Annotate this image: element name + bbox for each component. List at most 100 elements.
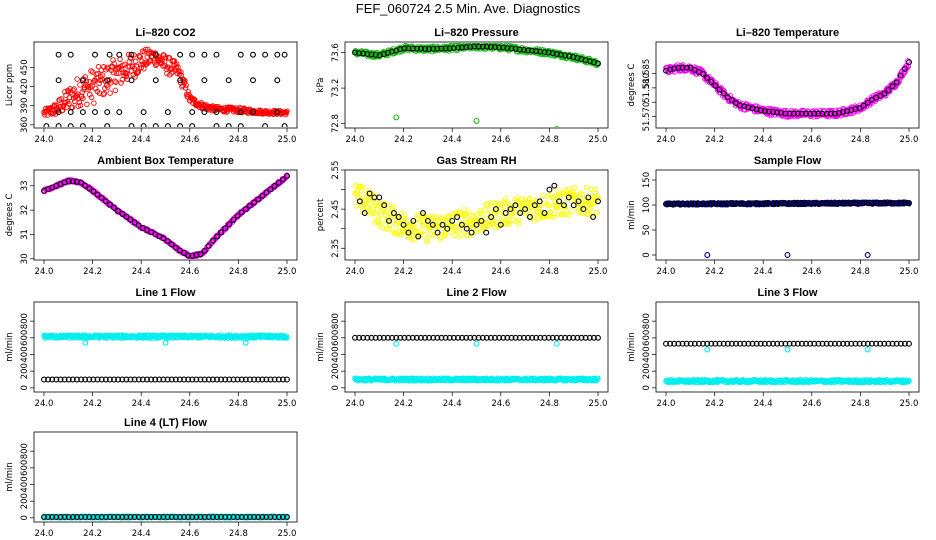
data-point	[860, 102, 867, 109]
data-point	[455, 44, 461, 51]
data-point	[185, 252, 192, 259]
data-point	[675, 340, 682, 347]
data-point	[242, 339, 249, 346]
x-tick-label: 24.4	[754, 267, 773, 277]
data-point	[176, 376, 183, 383]
data-point	[430, 334, 437, 341]
plot-area	[352, 43, 601, 127]
data-point	[380, 334, 387, 341]
data-point	[98, 376, 105, 383]
data-point	[566, 212, 572, 218]
data-point	[102, 376, 109, 383]
data-point	[405, 334, 412, 341]
data-point	[163, 54, 169, 60]
data-point	[183, 82, 189, 88]
data-point	[123, 73, 130, 79]
data-point	[848, 340, 855, 347]
data-point	[251, 376, 258, 383]
y-axis-label: ml/min	[627, 332, 637, 362]
data-point	[901, 65, 908, 72]
x-tick-label: 24.6	[491, 135, 510, 145]
data-point	[361, 210, 368, 216]
y-tick-label: 800	[331, 313, 341, 329]
data-point	[478, 217, 485, 224]
data-point	[720, 340, 727, 347]
data-point	[574, 334, 581, 341]
panel-title: Sample Flow	[754, 155, 822, 167]
data-point	[794, 340, 801, 347]
data-point	[761, 108, 768, 114]
data-point	[169, 68, 176, 75]
data-point	[749, 340, 756, 347]
data-point	[400, 227, 407, 234]
y-axis-label: Licor ppm	[5, 64, 15, 106]
data-point	[566, 53, 573, 60]
plot-frame	[655, 41, 920, 129]
data-point	[667, 201, 674, 207]
data-point	[116, 109, 123, 116]
data-point	[400, 221, 407, 228]
data-point	[242, 376, 249, 383]
x-tick-label: 24.8	[540, 267, 559, 277]
data-point	[366, 187, 372, 193]
data-point	[173, 64, 179, 71]
y-tick-label: 51.580	[642, 73, 652, 103]
data-point	[541, 49, 548, 56]
data-point	[530, 215, 537, 221]
data-point	[430, 45, 437, 52]
data-point	[803, 340, 809, 347]
y-tick-label: 51.585	[642, 59, 652, 89]
data-point	[263, 189, 270, 196]
data-point	[541, 210, 548, 216]
data-point	[88, 94, 95, 101]
data-point	[139, 58, 145, 65]
data-point	[372, 219, 379, 225]
data-point	[549, 194, 555, 200]
y-tick-label: 2.35	[331, 239, 341, 258]
y-tick-label: 360	[20, 117, 30, 133]
data-point	[67, 51, 74, 58]
data-point	[827, 110, 834, 117]
data-point	[387, 210, 394, 217]
data-point	[128, 51, 135, 58]
data-point	[442, 230, 448, 236]
data-point	[757, 340, 764, 347]
data-point	[222, 225, 229, 232]
data-point	[724, 200, 731, 207]
plot-area	[41, 172, 290, 259]
data-point	[191, 96, 197, 103]
data-point	[450, 334, 457, 341]
data-point	[753, 340, 760, 347]
data-point	[53, 376, 60, 383]
data-point	[569, 208, 575, 214]
y-axis-label: ml/min	[316, 332, 326, 362]
data-point	[831, 200, 838, 207]
data-point	[246, 376, 253, 383]
data-point	[152, 376, 159, 383]
data-point	[906, 59, 912, 66]
data-point	[411, 236, 417, 243]
data-point	[213, 123, 220, 127]
data-point	[376, 334, 383, 341]
data-point	[389, 334, 396, 341]
series-cyan-1	[82, 339, 249, 346]
y-tick-label: 200	[20, 493, 30, 509]
data-point	[864, 99, 871, 106]
plot-area	[41, 46, 290, 127]
data-point	[479, 334, 486, 341]
y-tick-label: 32	[20, 205, 30, 216]
x-tick-label: 25.0	[900, 267, 919, 277]
x-tick-label: 24.2	[83, 529, 102, 539]
data-point	[580, 206, 587, 213]
data-point	[517, 210, 524, 216]
y-tick-label: 400	[642, 346, 652, 362]
y-tick-label: 400	[20, 346, 30, 362]
data-point	[420, 210, 426, 216]
plot-area	[41, 332, 290, 383]
data-point	[473, 117, 480, 124]
data-point	[384, 334, 391, 341]
data-point	[422, 334, 428, 341]
x-tick-label: 24.6	[180, 135, 199, 145]
data-point	[412, 224, 419, 231]
